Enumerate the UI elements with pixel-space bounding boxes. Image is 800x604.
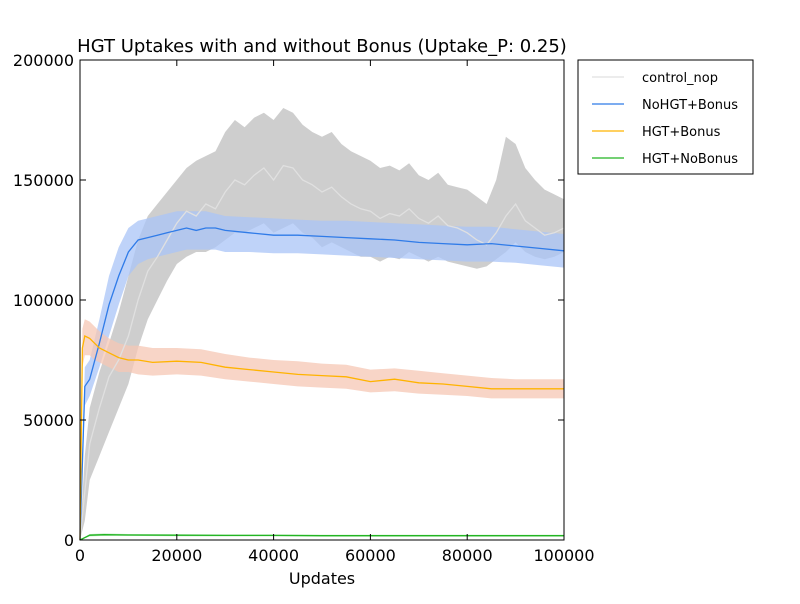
line-nohgt-bonus — [79, 227, 565, 541]
x-axis-ticks: 0 20000 40000 60000 80000 100000 — [75, 60, 595, 565]
line-hgt-nobonus — [79, 534, 564, 541]
x-tick-label: 0 — [75, 546, 85, 565]
line-control-nop — [79, 164, 565, 541]
y-tick-label: 200000 — [13, 51, 74, 70]
y-axis-ticks: 0 50000 100000 150000 200000 — [13, 51, 564, 550]
y-tick-label: 100000 — [13, 291, 74, 310]
legend-label: HGT+NoBonus — [642, 152, 738, 167]
band-control-nop — [80, 108, 564, 540]
line-hgt-bonus — [79, 335, 564, 541]
legend-box — [577, 59, 754, 175]
x-tick-label: 60000 — [345, 546, 396, 565]
x-axis-label: Updates — [289, 569, 355, 588]
x-tick-label: 80000 — [442, 546, 493, 565]
legend-label: control_nop — [642, 71, 718, 86]
chart-title: HGT Uptakes with and without Bonus (Upta… — [77, 36, 567, 57]
confidence-bands — [80, 108, 564, 540]
band-nohgt-bonus — [80, 211, 564, 540]
y-tick-label: 0 — [64, 531, 74, 550]
y-tick-label: 50000 — [23, 411, 74, 430]
legend-label: HGT+Bonus — [642, 125, 721, 140]
band-hgt-bonus — [80, 319, 564, 540]
y-tick-label: 150000 — [13, 171, 74, 190]
x-tick-label: 20000 — [151, 546, 202, 565]
legend: control_nop NoHGT+Bonus HGT+Bonus HGT+NoBon… — [577, 59, 754, 175]
x-tick-label: 40000 — [248, 546, 299, 565]
legend-label: NoHGT+Bonus — [642, 98, 738, 113]
x-tick-label: 100000 — [533, 546, 594, 565]
